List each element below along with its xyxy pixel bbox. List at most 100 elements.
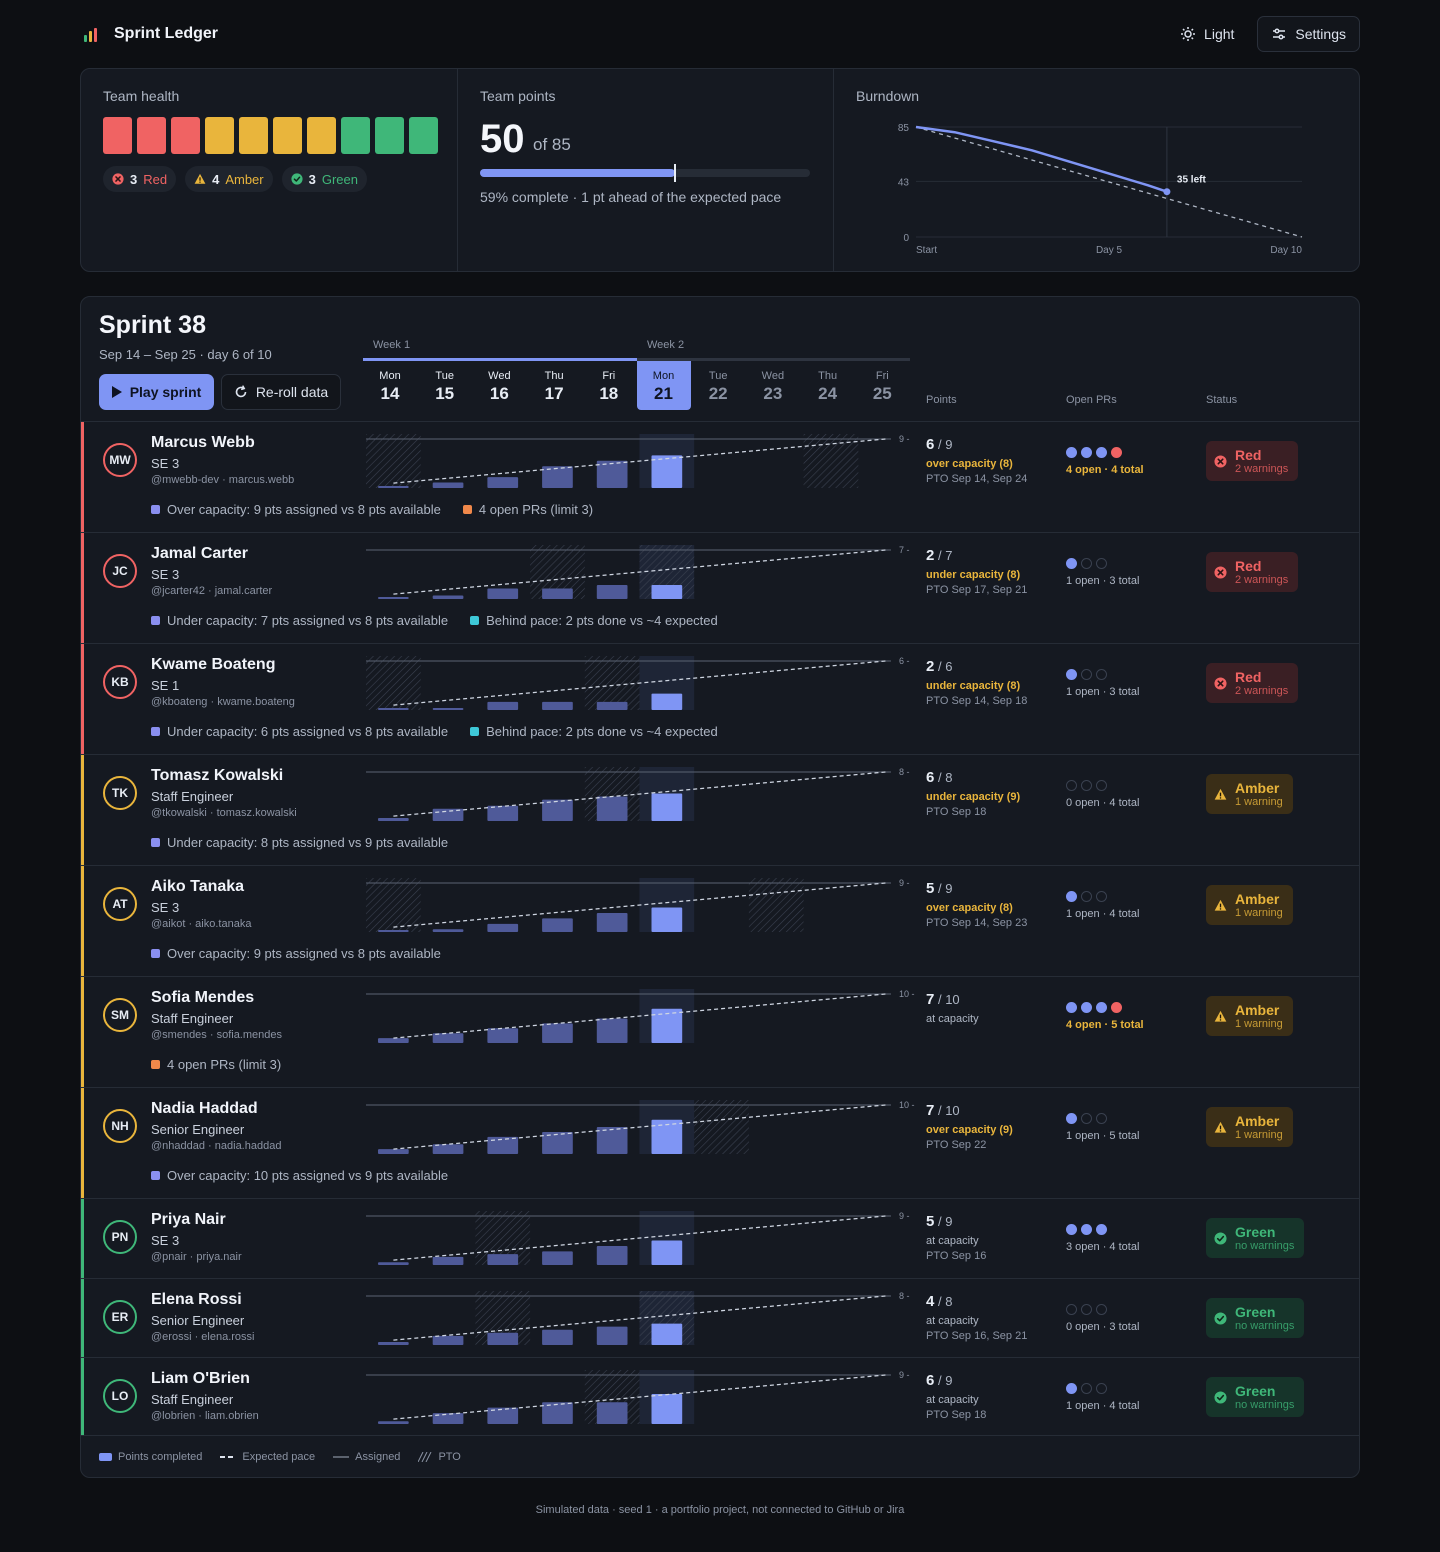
play-sprint-button[interactable]: Play sprint bbox=[99, 374, 214, 410]
sprint-subtitle: Sep 14 – Sep 25 · day 6 of 10 bbox=[99, 347, 272, 362]
member-row: PN Priya Nair SE 3 @pnair · priya.nair 9 - 5 … bbox=[81, 1198, 1359, 1278]
day-date: 21 bbox=[654, 384, 673, 403]
member-handle: @erossi · elena.rossi bbox=[151, 1331, 255, 1343]
play-icon bbox=[111, 386, 122, 398]
completed-bar bbox=[542, 588, 573, 599]
member-name: Sofia Mendes bbox=[151, 989, 255, 1006]
health-blocks bbox=[103, 117, 438, 154]
check-circle-icon bbox=[1214, 1390, 1227, 1404]
expected-pace-line bbox=[393, 549, 886, 595]
member-row: TK Tomasz Kowalski Staff Engineer @tkowalsk… bbox=[81, 754, 1359, 865]
empty-pr-dot bbox=[1096, 1113, 1107, 1124]
status-sub: no warnings bbox=[1235, 1239, 1295, 1252]
completed-bar bbox=[487, 1332, 519, 1345]
points-assigned: 8 bbox=[945, 1294, 953, 1309]
legend-assigned-swatch bbox=[333, 1455, 350, 1458]
week-2-header: Week 2 bbox=[637, 333, 910, 361]
completed-bar bbox=[378, 1038, 409, 1043]
warning-capacity: Under capacity: 8 pts assigned vs 9 pts … bbox=[151, 835, 448, 850]
member-handle: @jcarter42 · jamal.carter bbox=[151, 585, 273, 597]
member-name: Priya Nair bbox=[151, 1211, 226, 1228]
status-label: Amber bbox=[1235, 1001, 1280, 1018]
pto-note: PTO Sep 14, Sep 18 bbox=[926, 695, 1028, 707]
points-value: 4 / 8 bbox=[926, 1293, 952, 1310]
day-date: 22 bbox=[708, 384, 728, 403]
avatar: TK bbox=[103, 776, 137, 810]
check-circle-icon bbox=[1214, 1311, 1227, 1325]
capacity-note: under capacity (8) bbox=[926, 569, 1021, 581]
member-sprint-chart: 8 - bbox=[366, 1291, 910, 1345]
member-sprint-chart: 6 - bbox=[366, 656, 910, 710]
team-points-progress-fill bbox=[480, 169, 675, 177]
completed-bar bbox=[651, 455, 683, 488]
status-badge-text: Green no warnings bbox=[1235, 1224, 1294, 1253]
open-pr-dot bbox=[1111, 1002, 1122, 1013]
avatar: AT bbox=[103, 887, 137, 921]
day-name: Tue bbox=[435, 370, 454, 382]
member-role: SE 3 bbox=[151, 567, 180, 582]
settings-button[interactable]: Settings bbox=[1257, 16, 1360, 52]
completed-bar bbox=[432, 595, 464, 599]
theme-toggle-button[interactable]: Light bbox=[1167, 16, 1247, 52]
completed-bar bbox=[432, 1033, 464, 1043]
day-date: 14 bbox=[380, 384, 400, 403]
points-separator: / bbox=[934, 770, 946, 785]
pr-summary: 0 open · 3 total bbox=[1066, 1321, 1140, 1333]
health-chips: 3 Red 4 Amber 3 Green bbox=[103, 166, 367, 192]
assigned-label: 8 - bbox=[899, 767, 910, 777]
assigned-label: 10 - bbox=[899, 1100, 915, 1110]
burndown-ideal-line bbox=[915, 126, 1303, 238]
warning-text: Over capacity: 9 pts assigned vs 8 pts a… bbox=[167, 502, 441, 517]
day-header-18: Fri 18 bbox=[582, 361, 636, 410]
team-points-note: 59% complete · 1 pt ahead of the expecte… bbox=[480, 189, 782, 205]
completed-bar bbox=[542, 466, 573, 488]
completed-bar bbox=[651, 1240, 683, 1265]
completed-bar bbox=[432, 1335, 464, 1345]
member-row: AT Aiko Tanaka SE 3 @aikot · aiko.tanaka Ove… bbox=[81, 865, 1359, 976]
member-name: Marcus Webb bbox=[151, 434, 255, 451]
legend-assigned-label: Assigned bbox=[355, 1450, 401, 1463]
expected-pace-line bbox=[393, 660, 886, 706]
status-label: Amber bbox=[1235, 779, 1280, 796]
expected-pace-line bbox=[393, 771, 886, 817]
completed-bar bbox=[487, 477, 519, 488]
empty-pr-dot bbox=[1096, 1304, 1107, 1315]
member-name: Nadia Haddad bbox=[151, 1100, 258, 1117]
points-value: 7 / 10 bbox=[926, 991, 960, 1008]
warning-capacity: Under capacity: 6 pts assigned vs 8 pts … bbox=[151, 724, 448, 739]
pto-note: PTO Sep 18 bbox=[926, 1409, 987, 1421]
capacity-note: over capacity (9) bbox=[926, 1124, 1013, 1136]
open-pr-dot bbox=[1066, 891, 1077, 902]
completed-bar bbox=[432, 1256, 464, 1265]
pto-day-hatch bbox=[748, 878, 804, 932]
team-points-label: Team points bbox=[480, 88, 556, 104]
completed-bar bbox=[378, 1421, 409, 1424]
status-badge-text: Red 2 warnings bbox=[1235, 447, 1288, 476]
avatar: SM bbox=[103, 998, 137, 1032]
health-chip-green: 3 Green bbox=[281, 166, 367, 192]
member-name: Aiko Tanaka bbox=[151, 878, 245, 895]
day-name: Mon bbox=[379, 370, 401, 382]
completed-bar bbox=[651, 1323, 683, 1345]
warning-text: Under capacity: 8 pts assigned vs 9 pts … bbox=[167, 835, 449, 850]
warning-swatch bbox=[462, 505, 472, 514]
completed-bar bbox=[432, 482, 464, 488]
points-assigned: 9 bbox=[945, 1214, 953, 1229]
status-stripe bbox=[81, 1088, 84, 1198]
expected-pace-line bbox=[393, 993, 886, 1039]
legend-completed-label: Points completed bbox=[118, 1450, 203, 1463]
points-done: 4 bbox=[926, 1293, 935, 1310]
points-separator: / bbox=[934, 881, 946, 896]
points-assigned: 6 bbox=[945, 659, 953, 674]
reroll-data-button[interactable]: Re-roll data bbox=[221, 374, 341, 410]
completed-bar bbox=[487, 1407, 519, 1424]
points-separator: / bbox=[934, 992, 946, 1007]
status-label: Amber bbox=[1235, 890, 1280, 907]
member-row: NH Nadia Haddad Senior Engineer @nhaddad · … bbox=[81, 1087, 1359, 1198]
status-stripe bbox=[81, 977, 84, 1087]
pr-dots bbox=[1066, 780, 1107, 791]
warning-capacity: Over capacity: 9 pts assigned vs 8 pts a… bbox=[151, 946, 441, 961]
warning-capacity: Under capacity: 7 pts assigned vs 8 pts … bbox=[151, 613, 448, 628]
completed-bar bbox=[378, 1149, 409, 1154]
completed-bar bbox=[487, 701, 519, 710]
